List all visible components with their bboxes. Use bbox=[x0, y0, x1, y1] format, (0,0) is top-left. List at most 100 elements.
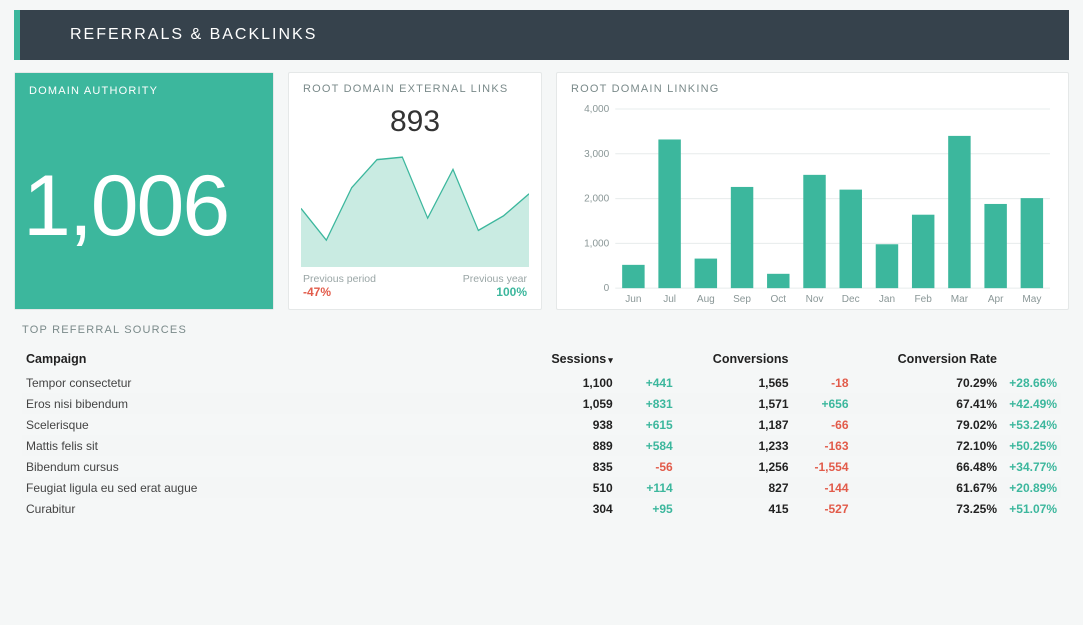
svg-text:Feb: Feb bbox=[915, 294, 933, 305]
col-rate[interactable]: Conversion Rate bbox=[853, 346, 1001, 372]
table-row[interactable]: Bibendum cursus835-561,256-1,55466.48%+3… bbox=[22, 456, 1061, 477]
cell-rate: 67.41% bbox=[853, 393, 1001, 414]
svg-text:Dec: Dec bbox=[842, 294, 860, 305]
col-conversions-delta bbox=[793, 346, 853, 372]
svg-text:2,000: 2,000 bbox=[584, 194, 610, 205]
cell-sessions-delta: -56 bbox=[617, 456, 677, 477]
linking-chart-card: ROOT DOMAIN LINKING 0 1,000 2,000 3,000 4,00… bbox=[556, 72, 1069, 310]
svg-text:Mar: Mar bbox=[951, 294, 969, 305]
cell-campaign: Bibendum cursus bbox=[22, 456, 521, 477]
svg-text:Nov: Nov bbox=[806, 294, 824, 305]
table-row[interactable]: Feugiat ligula eu sed erat augue510+1148… bbox=[22, 477, 1061, 498]
cell-sessions: 1,059 bbox=[521, 393, 617, 414]
cell-conversions: 827 bbox=[677, 477, 793, 498]
svg-text:Apr: Apr bbox=[988, 294, 1004, 305]
cell-sessions-delta: +584 bbox=[617, 435, 677, 456]
cell-sessions: 304 bbox=[521, 498, 617, 519]
cell-conversions-delta: -163 bbox=[793, 435, 853, 456]
cell-campaign: Eros nisi bibendum bbox=[22, 393, 521, 414]
svg-text:4,000: 4,000 bbox=[584, 105, 610, 115]
prev-year-label: Previous year bbox=[463, 273, 527, 285]
cell-rate-delta: +51.07% bbox=[1001, 498, 1061, 519]
col-sessions-delta bbox=[617, 346, 677, 372]
svg-text:May: May bbox=[1022, 294, 1041, 305]
cell-conversions: 1,571 bbox=[677, 393, 793, 414]
external-links-card: ROOT DOMAIN EXTERNAL LINKS 893 Previous … bbox=[288, 72, 542, 310]
cell-rate: 72.10% bbox=[853, 435, 1001, 456]
cell-sessions-delta: +95 bbox=[617, 498, 677, 519]
cell-sessions-delta: +441 bbox=[617, 372, 677, 393]
page-header: REFERRALS & BACKLINKS bbox=[14, 10, 1069, 60]
cell-conversions: 1,233 bbox=[677, 435, 793, 456]
referral-table-section: TOP REFERRAL SOURCES Campaign Sessions▾ … bbox=[0, 310, 1083, 519]
svg-text:Sep: Sep bbox=[733, 294, 751, 305]
table-row[interactable]: Tempor consectetur1,100+4411,565-1870.29… bbox=[22, 372, 1061, 393]
svg-text:Jan: Jan bbox=[879, 294, 895, 305]
cell-sessions-delta: +114 bbox=[617, 477, 677, 498]
cell-campaign: Curabitur bbox=[22, 498, 521, 519]
table-row[interactable]: Eros nisi bibendum1,059+8311,571+65667.4… bbox=[22, 393, 1061, 414]
cell-conversions-delta: -527 bbox=[793, 498, 853, 519]
cell-rate-delta: +34.77% bbox=[1001, 456, 1061, 477]
cell-rate: 61.67% bbox=[853, 477, 1001, 498]
cell-campaign: Tempor consectetur bbox=[22, 372, 521, 393]
cell-sessions: 889 bbox=[521, 435, 617, 456]
cell-campaign: Scelerisque bbox=[22, 414, 521, 435]
cell-conversions: 1,565 bbox=[677, 372, 793, 393]
cell-sessions: 1,100 bbox=[521, 372, 617, 393]
sort-desc-icon: ▾ bbox=[608, 355, 613, 365]
table-row[interactable]: Curabitur304+95415-52773.25%+51.07% bbox=[22, 498, 1061, 519]
cell-rate: 66.48% bbox=[853, 456, 1001, 477]
cell-sessions: 510 bbox=[521, 477, 617, 498]
cell-conversions-delta: -1,554 bbox=[793, 456, 853, 477]
linking-chart-title: ROOT DOMAIN LINKING bbox=[557, 73, 1068, 101]
cell-conversions-delta: -66 bbox=[793, 414, 853, 435]
linking-bar-chart: 0 1,000 2,000 3,000 4,000 Jun Jul Aug Sep Oct Nov D… bbox=[557, 101, 1068, 316]
domain-authority-title: DOMAIN AUTHORITY bbox=[15, 73, 273, 103]
cell-rate-delta: +20.89% bbox=[1001, 477, 1061, 498]
cell-sessions-delta: +831 bbox=[617, 393, 677, 414]
table-row[interactable]: Scelerisque938+6151,187-6679.02%+53.24% bbox=[22, 414, 1061, 435]
compare-labels: Previous period Previous year bbox=[289, 267, 541, 285]
table-row[interactable]: Mattis felis sit889+5841,233-16372.10%+5… bbox=[22, 435, 1061, 456]
cell-sessions: 835 bbox=[521, 456, 617, 477]
metrics-row: DOMAIN AUTHORITY 1,006 ROOT DOMAIN EXTER… bbox=[0, 72, 1083, 310]
cell-campaign: Feugiat ligula eu sed erat augue bbox=[22, 477, 521, 498]
compare-values: -47% 100% bbox=[289, 285, 541, 309]
external-links-value: 893 bbox=[289, 101, 541, 145]
svg-text:Jun: Jun bbox=[625, 294, 641, 305]
domain-authority-value: 1,006 bbox=[15, 103, 273, 309]
external-links-sparkline bbox=[289, 145, 541, 267]
cell-rate-delta: +50.25% bbox=[1001, 435, 1061, 456]
cell-rate: 70.29% bbox=[853, 372, 1001, 393]
svg-text:Jul: Jul bbox=[663, 294, 676, 305]
cell-conversions: 415 bbox=[677, 498, 793, 519]
cell-rate: 79.02% bbox=[853, 414, 1001, 435]
prev-year-value: 100% bbox=[496, 285, 527, 299]
cell-conversions-delta: +656 bbox=[793, 393, 853, 414]
svg-text:3,000: 3,000 bbox=[584, 149, 610, 160]
col-rate-delta bbox=[1001, 346, 1061, 372]
cell-conversions: 1,187 bbox=[677, 414, 793, 435]
prev-period-label: Previous period bbox=[303, 273, 376, 285]
svg-text:0: 0 bbox=[604, 283, 610, 294]
svg-text:1,000: 1,000 bbox=[584, 238, 610, 249]
table-header-row: Campaign Sessions▾ Conversions Conversio… bbox=[22, 346, 1061, 372]
domain-authority-card: DOMAIN AUTHORITY 1,006 bbox=[14, 72, 274, 310]
col-sessions[interactable]: Sessions▾ bbox=[521, 346, 617, 372]
cell-rate: 73.25% bbox=[853, 498, 1001, 519]
svg-text:Aug: Aug bbox=[697, 294, 715, 305]
page-title: REFERRALS & BACKLINKS bbox=[70, 26, 317, 43]
cell-sessions: 938 bbox=[521, 414, 617, 435]
svg-text:Oct: Oct bbox=[770, 294, 786, 305]
cell-rate-delta: +53.24% bbox=[1001, 414, 1061, 435]
referral-table: Campaign Sessions▾ Conversions Conversio… bbox=[22, 346, 1061, 519]
cell-campaign: Mattis felis sit bbox=[22, 435, 521, 456]
cell-conversions-delta: -18 bbox=[793, 372, 853, 393]
col-campaign[interactable]: Campaign bbox=[22, 346, 521, 372]
col-conversions[interactable]: Conversions bbox=[677, 346, 793, 372]
cell-rate-delta: +42.49% bbox=[1001, 393, 1061, 414]
prev-period-value: -47% bbox=[303, 285, 331, 299]
cell-conversions-delta: -144 bbox=[793, 477, 853, 498]
cell-conversions: 1,256 bbox=[677, 456, 793, 477]
